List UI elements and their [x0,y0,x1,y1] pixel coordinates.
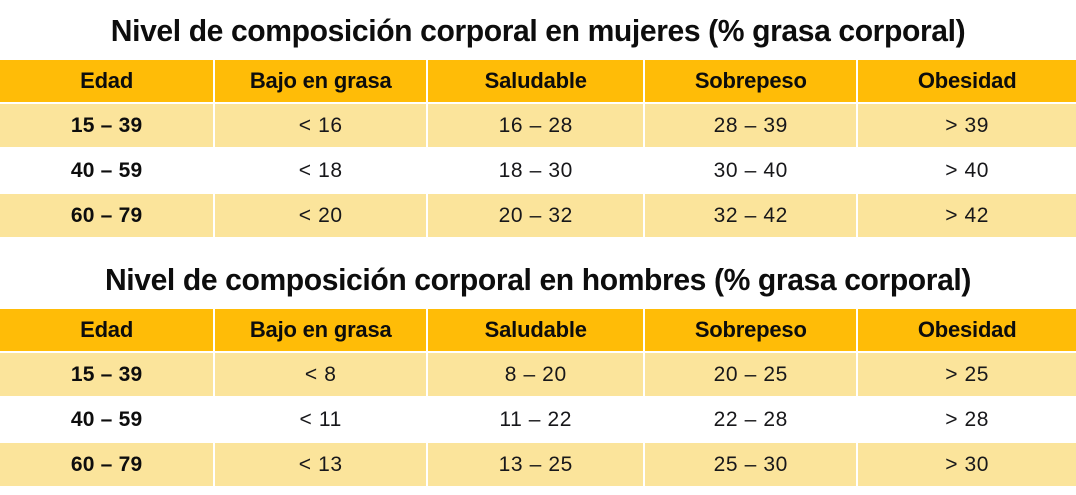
cell-overweight: 22 – 28 [645,398,859,443]
table-row: 15 – 39 < 16 16 – 28 28 – 39 > 39 [0,104,1076,149]
cell-low-fat: < 20 [215,194,429,237]
men-body-fat-table: Edad Bajo en grasa Saludable Sobrepeso O… [0,309,1076,486]
women-table-block: Nivel de composición corporal en mujeres… [0,0,1076,237]
table-header-row: Edad Bajo en grasa Saludable Sobrepeso O… [0,309,1076,353]
cell-obesity: > 42 [858,194,1076,237]
men-table-header: Edad Bajo en grasa Saludable Sobrepeso O… [0,309,1076,353]
table-row: 40 – 59 < 18 18 – 30 30 – 40 > 40 [0,149,1076,194]
cell-healthy: 8 – 20 [428,353,646,398]
cell-age: 15 – 39 [0,353,216,398]
column-header-saludable: Saludable [428,60,646,104]
cell-healthy: 13 – 25 [428,443,646,486]
cell-healthy: 16 – 28 [428,104,646,149]
women-table-header: Edad Bajo en grasa Saludable Sobrepeso O… [0,60,1076,104]
table-row: 60 – 79 < 20 20 – 32 32 – 42 > 42 [0,194,1076,237]
cell-overweight: 28 – 39 [645,104,859,149]
table-separator [0,237,1076,242]
cell-low-fat: < 11 [215,398,429,443]
column-header-sobrepeso: Sobrepeso [645,309,859,353]
cell-age: 60 – 79 [0,443,216,486]
column-header-obesidad: Obesidad [858,60,1076,104]
cell-overweight: 32 – 42 [645,194,859,237]
cell-healthy: 18 – 30 [428,149,646,194]
cell-age: 60 – 79 [0,194,216,237]
men-table-title: Nivel de composición corporal en hombres… [104,262,972,297]
table-row: 40 – 59 < 11 11 – 22 22 – 28 > 28 [0,398,1076,443]
cell-low-fat: < 8 [215,353,429,398]
cell-obesity: > 28 [858,398,1076,443]
column-header-bajo-en-grasa: Bajo en grasa [215,60,429,104]
women-table-body: 15 – 39 < 16 16 – 28 28 – 39 > 39 40 – 5… [0,104,1076,237]
women-table-title: Nivel de composición corporal en mujeres… [110,13,966,48]
cell-overweight: 20 – 25 [645,353,859,398]
column-header-bajo-en-grasa: Bajo en grasa [215,309,429,353]
cell-low-fat: < 18 [215,149,429,194]
table-row: 60 – 79 < 13 13 – 25 25 – 30 > 30 [0,443,1076,486]
cell-healthy: 11 – 22 [428,398,646,443]
table-row: 15 – 39 < 8 8 – 20 20 – 25 > 25 [0,353,1076,398]
cell-low-fat: < 16 [215,104,429,149]
cell-age: 15 – 39 [0,104,216,149]
table-header-row: Edad Bajo en grasa Saludable Sobrepeso O… [0,60,1076,104]
column-header-sobrepeso: Sobrepeso [645,60,859,104]
cell-age: 40 – 59 [0,398,216,443]
bottom-margin [0,486,1076,495]
cell-obesity: > 40 [858,149,1076,194]
column-header-obesidad: Obesidad [858,309,1076,353]
cell-healthy: 20 – 32 [428,194,646,237]
women-body-fat-table: Edad Bajo en grasa Saludable Sobrepeso O… [0,60,1076,237]
cell-obesity: > 30 [858,443,1076,486]
cell-obesity: > 39 [858,104,1076,149]
cell-obesity: > 25 [858,353,1076,398]
men-table-block: Nivel de composición corporal en hombres… [0,242,1076,486]
column-header-edad: Edad [0,60,216,104]
column-header-saludable: Saludable [428,309,646,353]
men-table-body: 15 – 39 < 8 8 – 20 20 – 25 > 25 40 – 59 … [0,353,1076,486]
column-header-edad: Edad [0,309,216,353]
cell-overweight: 25 – 30 [645,443,859,486]
cell-age: 40 – 59 [0,149,216,194]
cell-low-fat: < 13 [215,443,429,486]
cell-overweight: 30 – 40 [645,149,859,194]
